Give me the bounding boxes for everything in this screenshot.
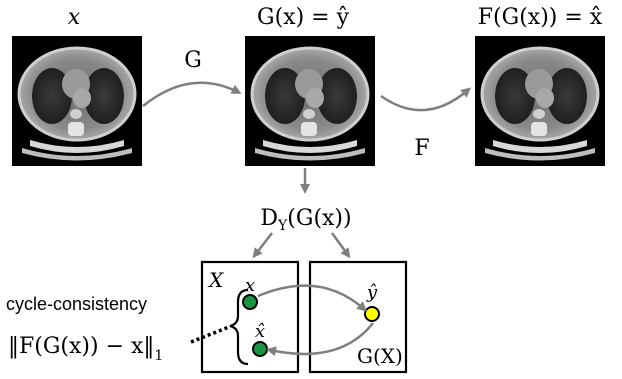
ct-scan-input-image [10,34,144,168]
domain-gx-box [308,260,408,374]
ct-scan-generated-image [243,34,377,168]
label-f-of-g-of-x: F(G(x)) = x̂ [478,5,603,30]
discriminator-label: DY(G(x)) [260,206,351,234]
label-f: F [414,136,429,161]
g-mapping-arrow [142,81,242,107]
x-to-y-hat-arrow [257,284,367,312]
label-g-of-x: G(x) = ŷ [257,5,350,30]
point-x-hat [252,341,268,357]
loss-formula: ‖F(G(x)) − x‖1 [8,334,163,364]
domain-x-box [200,260,300,374]
point-y-hat [364,306,380,322]
point-x-label: x [245,275,255,296]
discriminator-to-gx-arrow [330,232,351,259]
f-mapping-arrow [380,87,472,112]
y-hat-to-x-hat-arrow [266,322,374,357]
label-g: G [184,48,202,73]
point-x [242,294,258,310]
loss-name: cycle-consistency [6,294,147,314]
curly-brace [229,288,249,366]
point-x-hat-label: x̂ [255,321,265,342]
point-y-hat-label: ŷ [366,282,378,303]
domain-x-label: X [207,268,224,292]
ct-scan-reconstructed-image [473,34,607,168]
label-x: x [68,5,81,30]
domain-gx-label: G(X) [357,344,403,368]
discriminator-to-x-arrow [252,232,273,259]
loss-connector [190,325,230,344]
